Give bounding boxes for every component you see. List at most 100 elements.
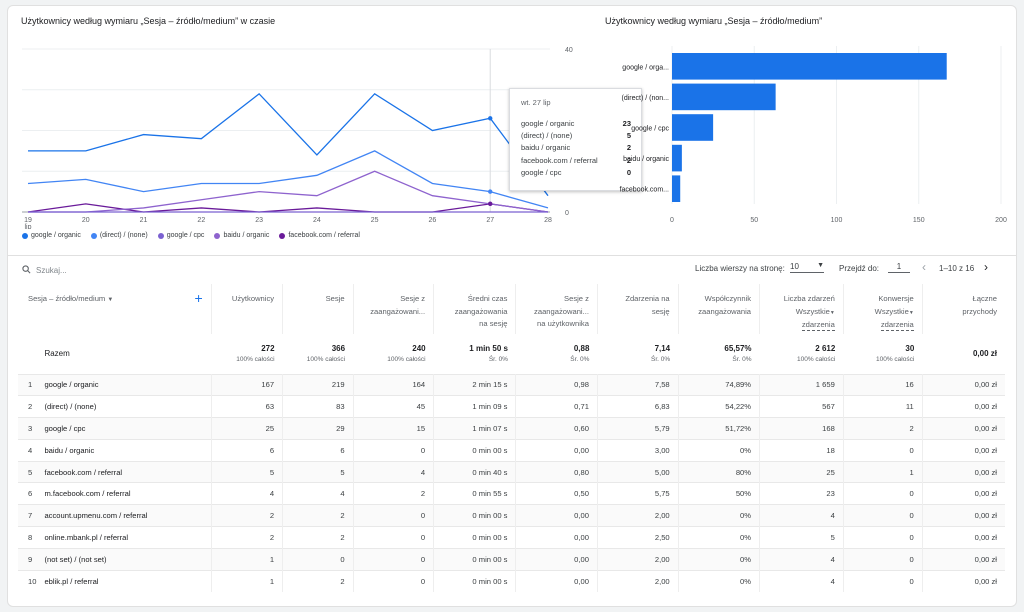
search-input[interactable]: Szukaj... xyxy=(36,266,67,275)
table-cell: 2 xyxy=(211,526,284,549)
table-cell: 16 xyxy=(843,373,923,396)
legend-item[interactable]: facebook.com / referral xyxy=(279,232,360,239)
table-cell: 25 xyxy=(211,417,284,440)
table-row[interactable]: 2 (direct) / (none) 63 83 45 1 min 09 s 0,71 6,… xyxy=(18,395,1005,418)
table-cell: 5 xyxy=(759,526,844,549)
legend-label: (direct) / (none) xyxy=(99,232,148,239)
bar-category-label: facebook.com... xyxy=(620,187,669,194)
table-cell: 50% xyxy=(678,482,761,505)
table-cell: 0 xyxy=(843,482,923,505)
series-line[interactable] xyxy=(28,170,549,213)
table-cell: 5,75 xyxy=(597,482,679,505)
series-line[interactable] xyxy=(28,92,549,197)
table-cell: 0 xyxy=(843,504,923,527)
table-cell: 0,00 zł xyxy=(922,569,1005,592)
legend-item[interactable]: (direct) / (none) xyxy=(90,232,148,239)
legend-item[interactable]: baidu / organic xyxy=(214,232,269,239)
row-index: 8 xyxy=(18,526,45,549)
add-dimension-icon[interactable]: + xyxy=(194,290,203,306)
table-cell: 0,00 zł xyxy=(922,460,1005,483)
table-cell: 0,98 xyxy=(515,373,598,396)
header-dimension[interactable]: Sesja – źródło/medium ▼ + xyxy=(18,284,212,334)
header-revenue[interactable]: Łączne przychody xyxy=(962,294,997,316)
table-cell: 6 xyxy=(211,438,284,462)
table-row[interactable]: 1 google / organic 167 219 164 2 min 15 s 0,98… xyxy=(18,373,1005,396)
row-dimension-value: eblik.pl / referral xyxy=(44,569,212,592)
table-cell: 1 min 09 s xyxy=(433,395,517,418)
table-row[interactable]: 10 eblik.pl / referral 1 2 0 0 min 00 s 0,00 2,… xyxy=(18,569,1005,592)
table-cell: 2,00 xyxy=(597,569,679,592)
table-cell: 567 xyxy=(759,395,844,418)
tooltip-row: (direct) / (none) 5 xyxy=(521,131,631,141)
table-cell: 0,00 xyxy=(515,504,598,527)
x-tick-label: 28 xyxy=(544,217,552,224)
tooltip-date: wt. 27 lip xyxy=(521,98,551,107)
y-tick-label: 40 xyxy=(565,47,573,54)
header-event-count[interactable]: Liczba zdarzeń Wszystkie▼ zdarzenia xyxy=(759,284,844,334)
table-cell: 4 xyxy=(282,482,354,505)
tooltip-row: google / organic 23 xyxy=(521,119,631,128)
conversion-filter-link[interactable]: zdarzenia xyxy=(880,320,914,331)
table-cell: 0,71 xyxy=(515,395,598,418)
table-row[interactable]: 5 facebook.com / referral 5 5 4 0 min 40 s 0,8… xyxy=(18,460,1005,483)
header-events-per-session[interactable]: Zdarzenia na sesję xyxy=(597,284,679,334)
bar[interactable] xyxy=(672,114,714,141)
table-row[interactable]: 7 account.upmenu.com / referral 2 2 0 0 min 0… xyxy=(18,504,1005,527)
search-box[interactable]: Szukaj... xyxy=(22,265,67,276)
table-row[interactable]: 4 baidu / organic 6 6 0 0 min 00 s 0,00 3,00 0% 1… xyxy=(18,438,1005,462)
header-engaged-per-user[interactable]: Sesje z zaangażowani... na użytkownika xyxy=(515,284,598,334)
total-cell: 0,88 Śr. 0% xyxy=(570,344,590,364)
tooltip-row: google / cpc 0 xyxy=(521,167,631,177)
legend-item[interactable]: google / cpc xyxy=(157,232,204,239)
header-users[interactable]: Użytkownicy xyxy=(211,284,284,334)
table-cell: 0 min 00 s xyxy=(433,526,517,549)
header-conversions[interactable]: Konwersje Wszystkie▼ zdarzenia xyxy=(843,284,923,334)
header-avg-time[interactable]: Średni czas zaangażowania na sesję xyxy=(433,284,517,334)
table-cell: 0,60 xyxy=(515,417,598,440)
x-tick-label: 23 xyxy=(255,217,263,224)
table-cell: 164 xyxy=(353,373,435,396)
series-line[interactable] xyxy=(27,150,549,209)
table-cell: 1 xyxy=(211,569,284,592)
bar-chart[interactable]: 0 50 100 150 200 google / orga... (direct) / (… xyxy=(598,34,1013,229)
table-cell: 2 xyxy=(843,417,923,440)
line-chart[interactable]: 4020019202122232425262728lip xyxy=(8,34,588,229)
dropdown-arrow-icon: ▼ xyxy=(817,262,824,269)
header-engaged-sessions[interactable]: Sesje z zaangażowani... xyxy=(353,284,435,334)
bar[interactable] xyxy=(672,144,682,172)
table-cell: 0 min 40 s xyxy=(433,460,517,483)
table-cell: 29 xyxy=(282,417,354,440)
header-engagement-rate[interactable]: Współczynnik zaangażowania xyxy=(678,284,761,334)
table-row[interactable]: 8 online.mbank.pl / referral 2 2 0 0 min 00 s… xyxy=(18,526,1005,549)
table-row[interactable]: 3 google / cpc 25 29 15 1 min 07 s 0,60 5,79 51,… xyxy=(18,417,1005,440)
row-dimension-value: account.upmenu.com / referral xyxy=(44,504,212,527)
table-cell: 5,79 xyxy=(597,417,679,440)
event-filter-link[interactable]: zdarzenia xyxy=(801,320,835,331)
row-dimension-value: facebook.com / referral xyxy=(44,460,212,483)
bar[interactable] xyxy=(672,175,681,202)
table-row[interactable]: 9 (not set) / (not set) 1 0 0 0 min 00 s 0,00 2… xyxy=(18,547,1005,571)
legend-item[interactable]: google / organic xyxy=(22,232,81,239)
series-line[interactable] xyxy=(27,203,549,213)
x-tick-label: 20 xyxy=(82,217,90,224)
x-tick-label: 21 xyxy=(140,217,148,224)
header-sessions[interactable]: Sesje xyxy=(282,284,354,334)
table-cell: 0 min 55 s xyxy=(433,482,517,505)
goto-page-input[interactable]: 1 xyxy=(888,262,910,273)
bar[interactable] xyxy=(672,53,947,80)
table-cell: 3,00 xyxy=(597,438,679,462)
table-cell: 2,50 xyxy=(597,526,679,549)
table-cell: 1 xyxy=(211,547,284,571)
legend-dot-icon xyxy=(279,232,286,239)
table-cell: 0 xyxy=(843,526,923,549)
rows-per-page-select[interactable]: 10 ▼ xyxy=(790,262,824,273)
table-cell: 2,00 xyxy=(597,547,679,571)
row-dimension-value: baidu / organic xyxy=(44,438,212,462)
bar-category-label: google / orga... xyxy=(622,64,669,71)
total-cell: 1 min 50 s Śr. 0% xyxy=(469,344,508,364)
total-cell: 65,57% Śr. 0% xyxy=(724,344,752,364)
prev-page-icon[interactable]: ‹ xyxy=(922,260,926,274)
bar[interactable] xyxy=(672,83,776,111)
next-page-icon[interactable]: › xyxy=(984,260,988,274)
